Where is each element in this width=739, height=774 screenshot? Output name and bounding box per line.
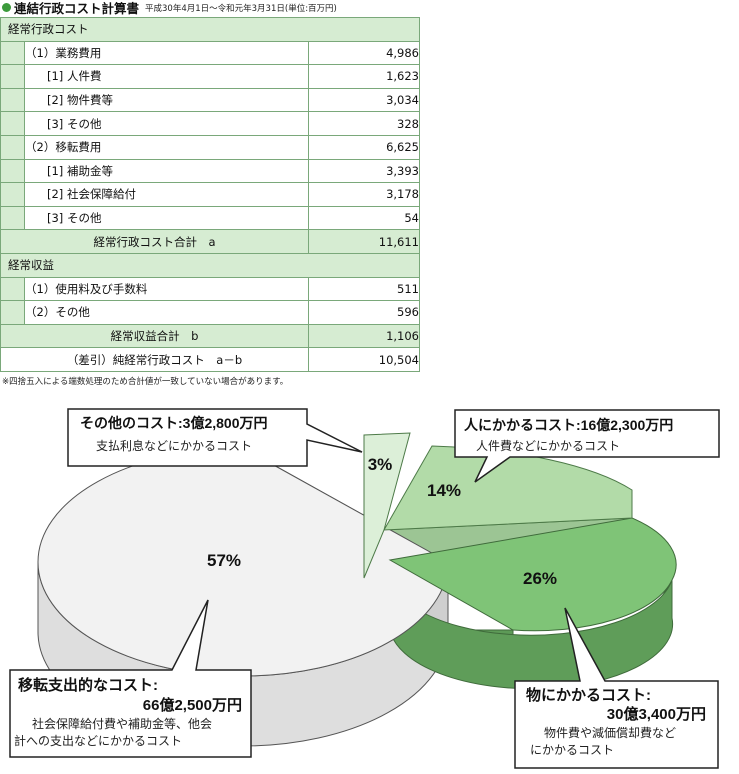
pct-label-other: 3% [368, 455, 393, 474]
row-value: 511 [308, 276, 420, 302]
row-label: （1）業務費用 [24, 40, 309, 66]
row-value: 328 [308, 111, 420, 136]
pie-slice-other [363, 432, 411, 579]
row-label: （2）その他 [24, 300, 309, 325]
total-value: 11,611 [308, 229, 420, 254]
table-row: [3] その他 54 [0, 205, 420, 231]
table-row: [1] 補助金等 3,393 [0, 158, 420, 184]
callout-goods-title2: 30億3,400万円 [607, 705, 706, 723]
pie-slice-goods [388, 517, 677, 632]
table-row: [3] その他 328 [0, 111, 420, 136]
callout-transfer-desc1: 社会保障給付費や補助金等、他会 [32, 716, 212, 731]
row-label: [3] その他 [24, 111, 309, 136]
statement-title: 連結行政コスト計算書 [14, 1, 140, 16]
callout-personnel-title: 人にかかるコスト:16億2,300万円 [464, 417, 673, 433]
callout-goods-desc1: 物件費や減価償却費など [544, 725, 676, 740]
row-label: （1）使用料及び手数料 [24, 276, 309, 302]
callout-goods-title1: 物にかかるコスト: [526, 686, 651, 704]
pct-label-personnel: 14% [427, 481, 461, 500]
callout-other: その他のコスト:3億2,800万円 支払利息などにかかるコスト [67, 408, 363, 467]
row-label: [1] 補助金等 [24, 158, 309, 184]
bullet-icon [2, 3, 11, 12]
pie-slice-transfer [37, 447, 449, 677]
net-value: 10,504 [308, 347, 420, 372]
row-value: 3,393 [308, 158, 420, 184]
table-row: [1] 人件費 1,623 [0, 64, 420, 89]
row-label: （2）移転費用 [24, 134, 309, 160]
row-label: [2] 社会保障給付 [24, 182, 309, 207]
pct-label-transfer: 57% [207, 551, 241, 570]
callout-goods: 物にかかるコスト: 30億3,400万円 物件費や減価償却費など にかかるコスト [514, 607, 719, 769]
callout-transfer: 移転支出的なコスト: 66億2,500万円 社会保障給付費や補助金等、他会 計へ… [9, 599, 252, 758]
callout-personnel: 人にかかるコスト:16億2,300万円 人件費などにかかるコスト [454, 409, 720, 483]
row-label: [3] その他 [24, 205, 309, 231]
table-row: （2）その他 596 [0, 300, 420, 325]
callout-transfer-title1: 移転支出的なコスト: [18, 676, 158, 694]
row-value: 54 [308, 205, 420, 231]
net-row: （差引）純経常行政コスト a－b 10,504 [0, 347, 420, 372]
callout-other-title: その他のコスト:3億2,800万円 [80, 415, 267, 431]
chart-title: 連結行政コスト計算書 平成30年4月1日～令和元年3月31日(単位:百万円) [2, 0, 337, 16]
row-value: 6,625 [308, 134, 420, 160]
pct-label-goods: 26% [523, 569, 557, 588]
row-value: 3,034 [308, 87, 420, 113]
total-row: 経常収益合計 b 1,106 [0, 323, 420, 349]
section-header: 経常行政コスト [0, 17, 420, 42]
callout-transfer-desc2: 計への支出などにかかるコスト [14, 733, 182, 748]
callout-other-desc: 支払利息などにかかるコスト [96, 438, 252, 453]
footnote: ※四捨五入による端数処理のため合計値が一致していない場合があります。 [2, 377, 289, 387]
row-value: 3,178 [308, 182, 420, 207]
row-label: [2] 物件費等 [24, 87, 309, 113]
row-value: 1,623 [308, 64, 420, 89]
total-label: 経常行政コスト合計 a [0, 229, 309, 254]
statement-period: 平成30年4月1日～令和元年3月31日(単位:百万円) [145, 3, 337, 14]
pie-chart: 57% 26% 14% 3% その他のコスト:3億2,800万円 支払利息などに… [9, 408, 720, 769]
callout-personnel-desc: 人件費などにかかるコスト [476, 438, 620, 453]
row-label: [1] 人件費 [24, 64, 309, 89]
net-label: （差引）純経常行政コスト a－b [0, 347, 309, 372]
table-row: （1）使用料及び手数料 511 [0, 276, 420, 302]
table-row: （1）業務費用 4,986 [0, 40, 420, 66]
total-row: 経常行政コスト合計 a 11,611 [0, 229, 420, 254]
table-row: [2] 社会保障給付 3,178 [0, 182, 420, 207]
section-header: 経常収益 [0, 252, 420, 278]
row-value: 4,986 [308, 40, 420, 66]
table-row: （2）移転費用 6,625 [0, 134, 420, 160]
cost-table: 経常行政コスト （1）業務費用 4,986 [1] 人件費 1,623 [2] … [0, 17, 420, 372]
table-row: [2] 物件費等 3,034 [0, 87, 420, 113]
callout-transfer-title2: 66億2,500万円 [143, 696, 242, 714]
total-label: 経常収益合計 b [0, 323, 309, 349]
total-value: 1,106 [308, 323, 420, 349]
row-value: 596 [308, 300, 420, 325]
callout-goods-desc2: にかかるコスト [530, 743, 614, 757]
